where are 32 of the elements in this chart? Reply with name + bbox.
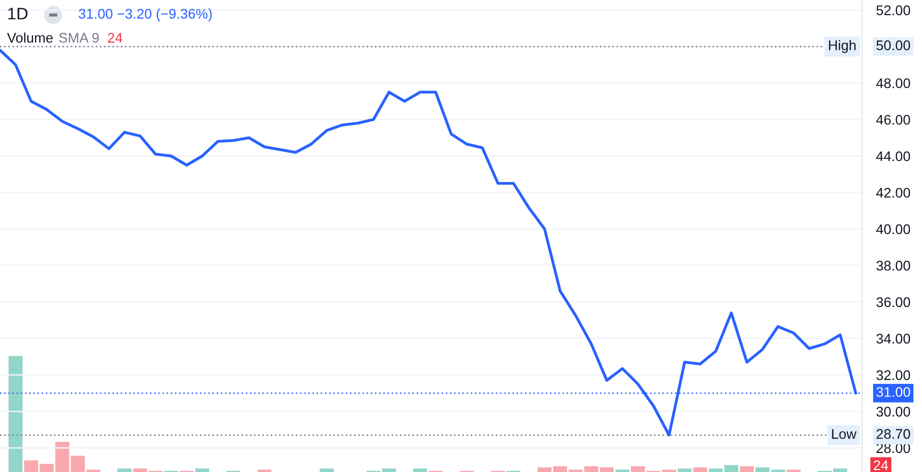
text: 31.00	[876, 387, 910, 397]
bar	[320, 468, 334, 472]
y-tick-label: 48.00	[876, 78, 910, 88]
bar	[678, 468, 692, 472]
y-tick-label: 46.00	[876, 114, 910, 125]
bar	[708, 468, 723, 472]
y-tick-label: 34.00	[876, 334, 910, 344]
ref-line-label: High	[829, 40, 856, 53]
bar	[724, 465, 738, 472]
bar	[8, 356, 23, 472]
y-tick-label: 52.00	[876, 5, 910, 16]
y-tick-label: 44.00	[876, 151, 910, 162]
text: 24	[874, 460, 888, 470]
annotation: 31.00 −3.20 (−9.36%)	[78, 8, 212, 22]
chart-title: Volume	[7, 32, 53, 43]
chart-title: 1D	[8, 8, 28, 20]
bar	[413, 468, 428, 472]
text: 50.00	[876, 40, 910, 50]
y-tick-label: 40.00	[876, 224, 910, 234]
y-tick-label: 38.00	[876, 260, 910, 271]
bar	[117, 468, 132, 472]
bar	[693, 467, 708, 472]
y-tick-label: 36.00	[876, 297, 910, 308]
y-tick-label: 32.00	[876, 370, 910, 380]
ref-line-label: Low	[832, 429, 856, 439]
annotation: 24	[108, 32, 122, 43]
y-tick-label: 42.00	[876, 188, 910, 198]
y-tick-label: 30.00	[876, 406, 910, 417]
chart-subtitle: SMA 9	[59, 32, 99, 43]
text: 28.70	[876, 429, 910, 439]
bar	[195, 468, 210, 472]
bar	[740, 466, 754, 472]
